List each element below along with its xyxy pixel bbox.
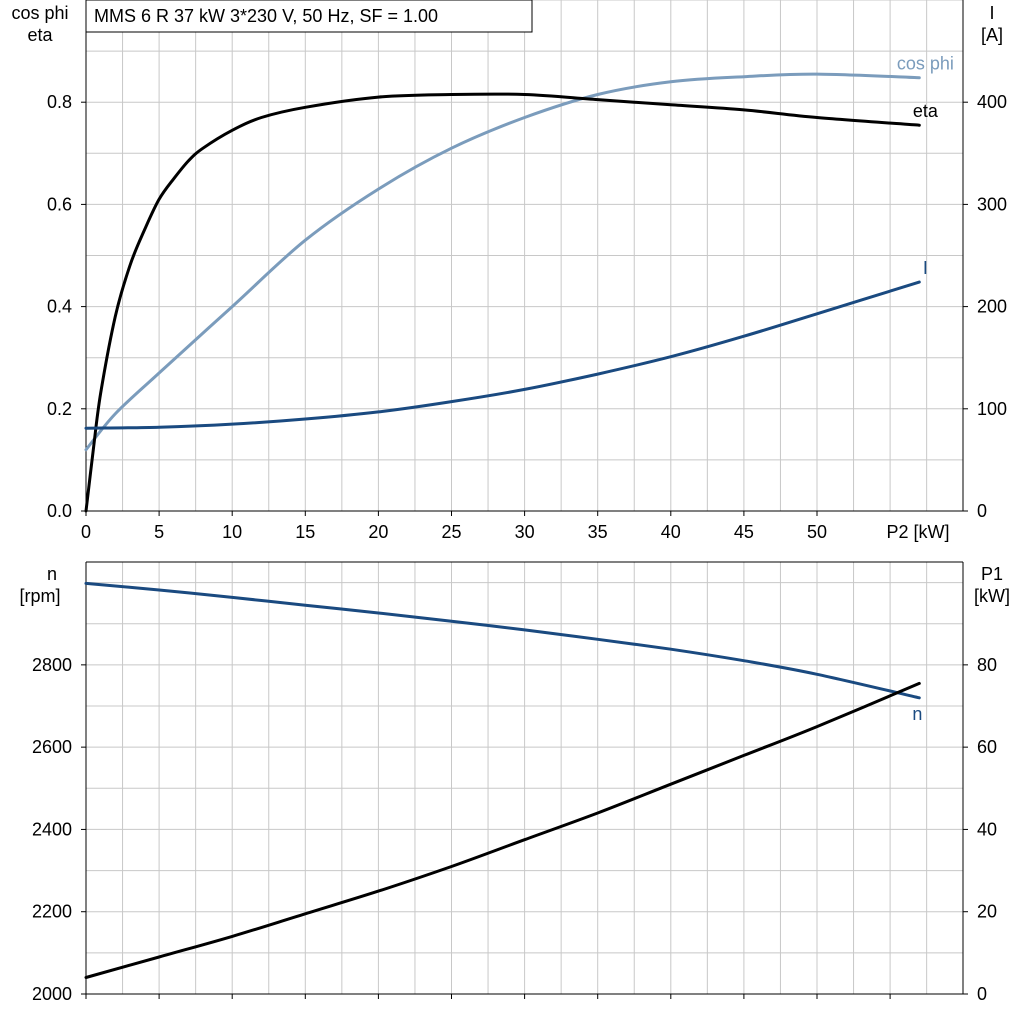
bottom-chart: 20002200240026002800020406080n[rpm]P1[kW… <box>19 561 1010 1004</box>
y-left-tick-label: 2400 <box>32 819 72 839</box>
x-tick-label: 50 <box>807 522 827 542</box>
y-right-tick-label: 80 <box>977 655 997 675</box>
y-right-tick-label: 400 <box>977 92 1007 112</box>
y-left-tick-label: 2000 <box>32 984 72 1004</box>
y-right-axis-title: [kW] <box>974 586 1010 606</box>
y-left-axis-title: [rpm] <box>19 586 60 606</box>
x-tick-label: 5 <box>154 522 164 542</box>
x-tick-label: 35 <box>588 522 608 542</box>
y-left-tick-label: 2600 <box>32 737 72 757</box>
series-label-i: I <box>923 258 928 278</box>
grid-lines <box>85 0 963 512</box>
y-left-tick-label: 0.2 <box>47 399 72 419</box>
series-line-eta <box>84 92 921 513</box>
x-tick-label: 40 <box>661 522 681 542</box>
y-right-tick-label: 100 <box>977 399 1007 419</box>
y-right-tick-label: 200 <box>977 297 1007 317</box>
series-line-i <box>84 280 921 430</box>
x-tick-label: 20 <box>368 522 388 542</box>
y-right-tick-label: 300 <box>977 194 1007 214</box>
y-left-tick-label: 0.0 <box>47 501 72 521</box>
y-left-axis-title: eta <box>27 25 53 45</box>
y-left-tick-label: 0.4 <box>47 297 72 317</box>
x-axis-title: P2 [kW] <box>886 522 949 542</box>
series-line-n <box>84 581 921 700</box>
x-tick-label: 0 <box>81 522 91 542</box>
y-right-tick-label: 40 <box>977 819 997 839</box>
series-line-cos-phi <box>84 72 921 452</box>
x-tick-label: 15 <box>295 522 315 542</box>
grid-lines <box>85 562 963 995</box>
y-left-tick-label: 2800 <box>32 655 72 675</box>
series-line-p1 <box>84 681 921 979</box>
x-tick-label: 45 <box>734 522 754 542</box>
y-right-axis-title: [A] <box>981 25 1003 45</box>
top-chart: 0.0 0.2 0.4 0.6 0.8 0 100 200 300 400 0 5 10 15 20 25 30… <box>11 0 1007 542</box>
chart-title: MMS 6 R 37 kW 3*230 V, 50 Hz, SF = 1.00 <box>94 6 438 26</box>
x-tick-label: 25 <box>441 522 461 542</box>
y-left-axis-title: cos phi <box>11 3 68 23</box>
y-right-tick-label: 0 <box>977 501 987 521</box>
y-right-axis-title: I <box>989 3 994 23</box>
series-label-eta: eta <box>913 101 939 121</box>
y-right-axis-title: P1 <box>981 564 1003 584</box>
y-right-tick-label: 60 <box>977 737 997 757</box>
x-tick-label: 10 <box>222 522 242 542</box>
y-left-tick-label: 2200 <box>32 902 72 922</box>
y-left-tick-label: 0.6 <box>47 194 72 214</box>
header-box <box>85 0 533 33</box>
y-right-tick-label: 0 <box>977 984 987 1004</box>
series-label-n: n <box>912 704 922 724</box>
x-tick-label: 30 <box>515 522 535 542</box>
y-right-tick-label: 20 <box>977 902 997 922</box>
y-left-tick-label: 0.8 <box>47 92 72 112</box>
y-left-axis-title: n <box>47 564 57 584</box>
series-label-cos-phi: cos phi <box>897 54 954 74</box>
